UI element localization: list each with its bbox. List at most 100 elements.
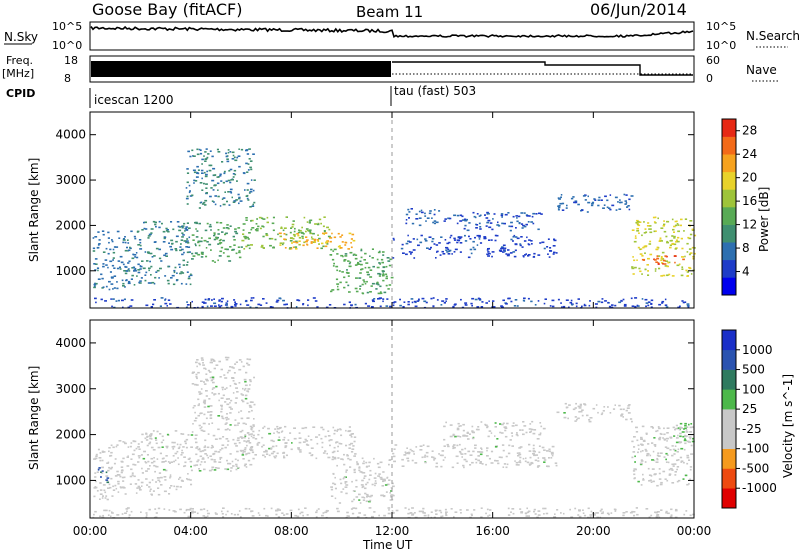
data-cell xyxy=(147,252,150,254)
data-cell xyxy=(475,461,478,464)
data-cell xyxy=(370,494,373,497)
data-cell xyxy=(220,408,223,410)
data-cell xyxy=(565,299,569,301)
data-cell xyxy=(257,433,260,436)
data-cell xyxy=(92,237,95,239)
data-cell xyxy=(167,230,170,233)
colorbar-segment xyxy=(722,154,736,173)
data-cell xyxy=(148,442,151,445)
data-cell xyxy=(402,252,405,254)
data-cell xyxy=(654,259,657,261)
data-cell xyxy=(501,246,504,248)
data-cell xyxy=(571,304,574,306)
data-cell xyxy=(301,427,305,430)
data-cell xyxy=(225,306,229,309)
data-cell xyxy=(500,305,503,307)
data-cell xyxy=(130,442,133,444)
data-cell xyxy=(331,451,335,454)
data-cell xyxy=(125,270,129,272)
data-cell xyxy=(423,514,427,517)
data-cell xyxy=(390,496,393,498)
data-cell xyxy=(218,437,222,440)
data-cell xyxy=(487,212,490,215)
data-cell xyxy=(478,238,481,240)
data-cell xyxy=(647,467,650,470)
data-cell xyxy=(188,251,191,253)
data-cell xyxy=(634,237,637,239)
data-cell xyxy=(141,433,144,436)
data-cell xyxy=(121,513,124,515)
data-cell xyxy=(652,427,654,429)
data-cell xyxy=(583,514,587,517)
data-cell xyxy=(393,448,396,450)
data-cell xyxy=(671,469,674,471)
data-cell xyxy=(648,474,652,476)
data-cell xyxy=(220,300,223,303)
data-cell xyxy=(466,431,469,434)
data-cell xyxy=(180,243,182,245)
data-cell xyxy=(366,496,368,498)
data-cell xyxy=(344,486,348,488)
data-cell xyxy=(105,479,108,481)
data-cell xyxy=(235,199,238,201)
data-cell xyxy=(502,422,505,425)
data-cell xyxy=(105,247,108,250)
data-cell xyxy=(479,226,482,228)
data-cell xyxy=(693,247,696,249)
data-cell xyxy=(377,292,381,295)
data-cell xyxy=(662,225,665,227)
data-cell xyxy=(354,303,357,306)
data-cell xyxy=(317,234,319,236)
data-cell xyxy=(379,273,382,275)
data-cell xyxy=(247,364,251,366)
data-cell xyxy=(203,302,207,304)
data-cell xyxy=(293,230,296,233)
data-cell xyxy=(130,510,133,513)
data-cell xyxy=(348,291,351,293)
data-cell xyxy=(250,220,252,222)
data-cell xyxy=(131,474,134,476)
data-cell xyxy=(677,236,680,239)
data-cell xyxy=(126,279,128,281)
data-cell xyxy=(662,259,665,262)
data-cell xyxy=(162,230,166,233)
data-cell xyxy=(129,246,131,249)
data-cell xyxy=(682,461,685,464)
data-cell xyxy=(147,235,151,237)
data-cell xyxy=(232,465,235,467)
data-cell xyxy=(692,513,695,516)
data-cell xyxy=(149,437,152,440)
data-cell xyxy=(290,237,293,239)
data-cell xyxy=(320,222,322,225)
data-cell xyxy=(250,409,253,412)
data-cell xyxy=(391,482,394,485)
data-cell xyxy=(194,252,198,254)
data-cell xyxy=(579,410,583,413)
data-cell xyxy=(199,508,203,511)
data-cell xyxy=(536,438,540,440)
data-cell xyxy=(603,406,606,408)
data-cell xyxy=(414,462,418,464)
data-cell xyxy=(625,511,628,513)
data-cell xyxy=(649,479,652,482)
data-cell xyxy=(148,269,150,272)
data-cell xyxy=(662,437,664,439)
data-cell xyxy=(557,197,560,199)
data-cell xyxy=(320,426,324,429)
data-cell xyxy=(200,251,203,254)
data-cell xyxy=(226,255,230,258)
data-cell xyxy=(528,239,531,241)
data-cell xyxy=(652,216,656,219)
data-cell xyxy=(116,287,119,290)
data-cell xyxy=(686,271,689,273)
data-cell xyxy=(464,234,466,237)
data-cell xyxy=(491,251,495,253)
data-cell xyxy=(264,456,266,458)
colorbar-segment xyxy=(722,488,736,509)
data-cell xyxy=(456,435,460,438)
data-cell xyxy=(97,269,99,272)
data-cell xyxy=(122,457,125,460)
data-cell xyxy=(153,282,156,285)
data-cell xyxy=(408,211,411,213)
data-cell xyxy=(360,268,363,271)
